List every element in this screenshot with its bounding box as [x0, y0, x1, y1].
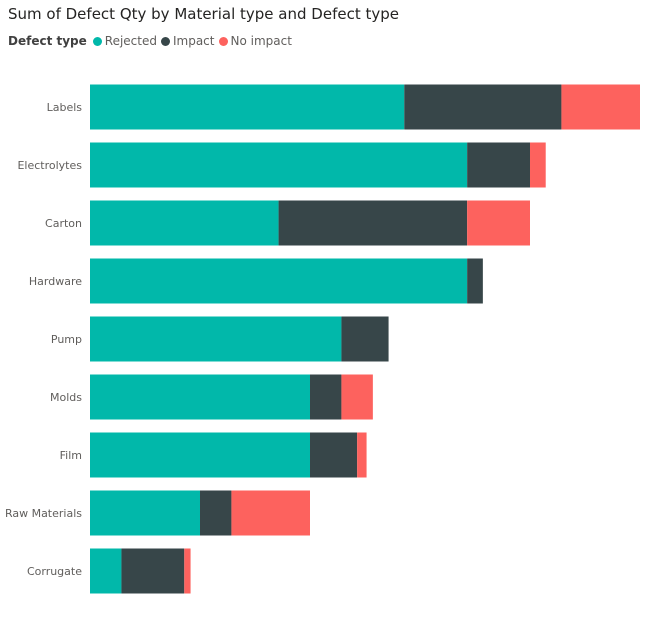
- bar-molds-no-impact[interactable]: [341, 374, 373, 420]
- bar-labels-impact[interactable]: [404, 84, 562, 130]
- legend-dot-no-impact: [218, 36, 228, 46]
- legend-label-impact: Impact: [172, 34, 215, 48]
- chart-title: Sum of Defect Qty by Material type and D…: [8, 5, 399, 23]
- bar-molds-impact[interactable]: [310, 374, 342, 420]
- legend-item-no-impact[interactable]: No impact: [218, 34, 292, 48]
- category-label-molds: Molds: [50, 391, 82, 404]
- category-label-pump: Pump: [51, 333, 82, 346]
- legend: Defect type Rejected Impact No impact: [8, 34, 296, 48]
- bar-raw-materials-no-impact[interactable]: [231, 490, 310, 536]
- legend-label-no-impact: No impact: [230, 34, 292, 48]
- bar-hardware-rejected[interactable]: [90, 258, 468, 304]
- bar-labels-rejected[interactable]: [90, 84, 405, 130]
- bar-film-no-impact[interactable]: [357, 432, 367, 478]
- category-label-raw-materials: Raw Materials: [5, 507, 82, 520]
- legend-dot-impact: [160, 36, 170, 46]
- bar-molds-rejected[interactable]: [90, 374, 310, 420]
- legend-title: Defect type: [8, 34, 87, 48]
- legend-label-rejected: Rejected: [104, 34, 157, 48]
- category-label-hardware: Hardware: [29, 275, 82, 288]
- bar-labels-no-impact[interactable]: [561, 84, 640, 130]
- bar-film-impact[interactable]: [310, 432, 358, 478]
- bar-pump-impact[interactable]: [341, 316, 389, 362]
- legend-item-rejected[interactable]: Rejected: [92, 34, 157, 48]
- bar-carton-no-impact[interactable]: [467, 200, 530, 246]
- category-label-electrolytes: Electrolytes: [17, 159, 82, 172]
- bar-pump-rejected[interactable]: [90, 316, 342, 362]
- bar-raw-materials-rejected[interactable]: [90, 490, 200, 536]
- bar-carton-rejected[interactable]: [90, 200, 279, 246]
- category-label-labels: Labels: [47, 101, 83, 114]
- bar-corrugate-rejected[interactable]: [90, 548, 122, 594]
- category-label-carton: Carton: [45, 217, 82, 230]
- legend-dot-rejected: [92, 36, 102, 46]
- bar-electrolytes-no-impact[interactable]: [530, 142, 546, 188]
- bar-corrugate-impact[interactable]: [121, 548, 185, 594]
- bar-corrugate-no-impact[interactable]: [184, 548, 191, 594]
- bar-electrolytes-rejected[interactable]: [90, 142, 468, 188]
- category-label-film: Film: [60, 449, 82, 462]
- bar-hardware-impact[interactable]: [467, 258, 483, 304]
- category-label-corrugate: Corrugate: [27, 565, 82, 578]
- bar-electrolytes-impact[interactable]: [467, 142, 530, 188]
- bar-carton-impact[interactable]: [278, 200, 468, 246]
- legend-item-impact[interactable]: Impact: [160, 34, 215, 48]
- bar-raw-materials-impact[interactable]: [200, 490, 232, 536]
- bar-film-rejected[interactable]: [90, 432, 310, 478]
